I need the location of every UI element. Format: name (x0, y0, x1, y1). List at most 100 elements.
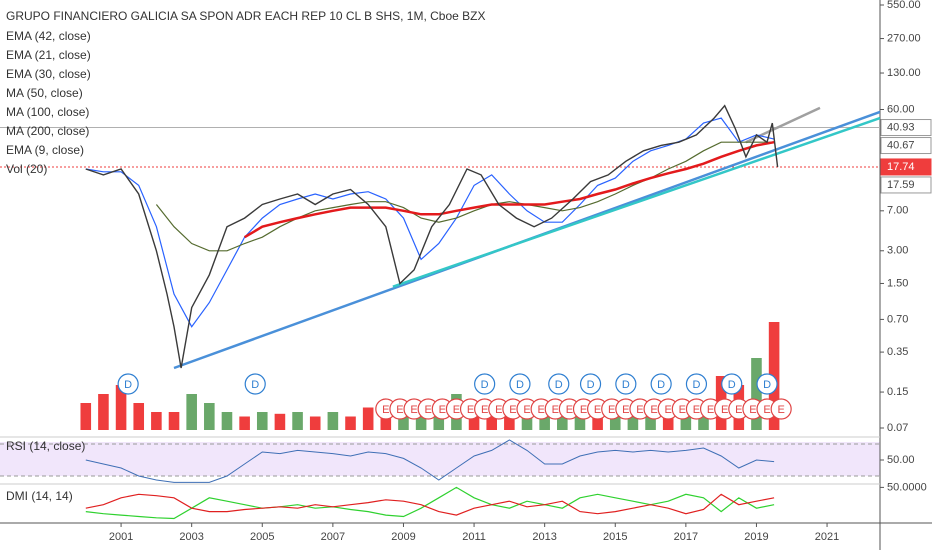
volume-bar (80, 403, 92, 430)
y-tick-label: 7.00 (887, 205, 908, 217)
event-label: E (608, 404, 615, 416)
price-label: 40.93 (887, 121, 915, 133)
event-label: E (580, 404, 587, 416)
x-tick-label: 2021 (815, 531, 839, 543)
event-marker (579, 373, 602, 395)
moving-average (243, 140, 775, 239)
volume-bar (380, 412, 392, 430)
y-tick-label: 0.70 (887, 313, 908, 325)
event-marker (474, 373, 496, 395)
price-label-box (880, 137, 932, 155)
event-label: D (728, 379, 736, 391)
volume-bar (327, 412, 339, 430)
event-label: E (679, 404, 686, 416)
event-label: D (587, 379, 595, 391)
event-label: E (439, 404, 446, 416)
y-tick-label: 130.00 (887, 67, 921, 79)
y-tick-label: 0.15 (887, 386, 908, 398)
event-label: E (636, 404, 643, 416)
volume-bar (592, 412, 603, 430)
volume-bar (609, 412, 621, 430)
x-tick-label: 2009 (391, 531, 415, 543)
indicator-label: MA (200, close) (6, 124, 89, 138)
volume-bar (415, 412, 427, 430)
event-label: D (692, 379, 700, 391)
event-label: E (495, 404, 502, 416)
indicator-label: MA (50, close) (6, 86, 83, 100)
chart-title: GRUPO FINANCIERO GALICIA SA SPON ADR EAC… (6, 9, 485, 23)
volume-bar (486, 412, 498, 430)
y-tick-label: 0.35 (887, 346, 908, 358)
event-label: D (481, 379, 489, 391)
rsi-band (0, 442, 880, 476)
event-marker (548, 373, 570, 395)
y-tick-label: 60.00 (887, 103, 915, 115)
event-label: E (735, 404, 742, 416)
event-label: E (509, 404, 516, 416)
event-label: E (650, 404, 657, 416)
volume-bar (398, 416, 409, 430)
volume-bar (504, 412, 515, 430)
event-label: E (721, 404, 728, 416)
event-label: E (467, 404, 474, 416)
volume-bar (662, 412, 674, 430)
price-label-box (880, 158, 932, 176)
volume-bar (521, 416, 533, 430)
volume-bar (239, 416, 250, 430)
indicator-label: Vol (20) (6, 162, 47, 176)
volume-bar (292, 412, 303, 430)
dmi-line (85, 486, 775, 520)
volume-bar (151, 412, 162, 430)
x-tick-label: 2003 (179, 531, 203, 543)
event-label: E (566, 404, 573, 416)
event-label: D (251, 379, 259, 391)
y-tick-label: 3.00 (887, 245, 908, 257)
event-marker (244, 373, 266, 395)
volume-bar (186, 394, 197, 430)
rsi-line (85, 439, 775, 483)
volume-bar (539, 416, 550, 430)
volume-bar (345, 416, 356, 430)
y-tick-label: 270.00 (887, 32, 921, 44)
event-marker (770, 398, 792, 420)
volume-bar (309, 416, 321, 430)
event-marker (685, 373, 708, 395)
dmi-title: DMI (14, 14) (6, 489, 73, 503)
event-label: E (396, 404, 403, 416)
event-label: D (763, 379, 771, 391)
event-label: D (516, 379, 524, 391)
trendline (392, 116, 880, 288)
volume-bar (98, 394, 109, 430)
price-label: 40.67 (887, 139, 915, 151)
event-label: E (693, 404, 700, 416)
x-tick-label: 2017 (674, 531, 698, 543)
event-label: E (425, 404, 432, 416)
indicator-label: EMA (42, close) (6, 29, 91, 43)
event-label: D (657, 379, 665, 391)
dmi-line (85, 493, 775, 516)
volume-bar (768, 322, 780, 430)
event-marker (756, 373, 778, 395)
volume-bar (115, 385, 127, 430)
event-label: E (410, 404, 417, 416)
x-tick-label: 2007 (321, 531, 345, 543)
y-tick-label: 50.00 (887, 454, 915, 466)
volume-bar (204, 403, 215, 430)
event-label: D (622, 379, 630, 391)
event-label: D (124, 379, 132, 391)
moving-average (85, 117, 775, 328)
y-tick-label: 0.07 (887, 422, 908, 434)
event-label: E (382, 404, 389, 416)
x-tick-label: 2013 (532, 531, 556, 543)
event-label: E (523, 404, 530, 416)
event-label: E (707, 404, 714, 416)
event-marker (509, 373, 531, 395)
event-label: E (763, 404, 770, 416)
volume-bar (627, 412, 639, 430)
moving-average (155, 141, 775, 252)
price-label-box (880, 176, 932, 194)
x-tick-label: 2001 (109, 531, 133, 543)
event-label: E (537, 404, 544, 416)
indicator-label: EMA (30, close) (6, 67, 91, 81)
